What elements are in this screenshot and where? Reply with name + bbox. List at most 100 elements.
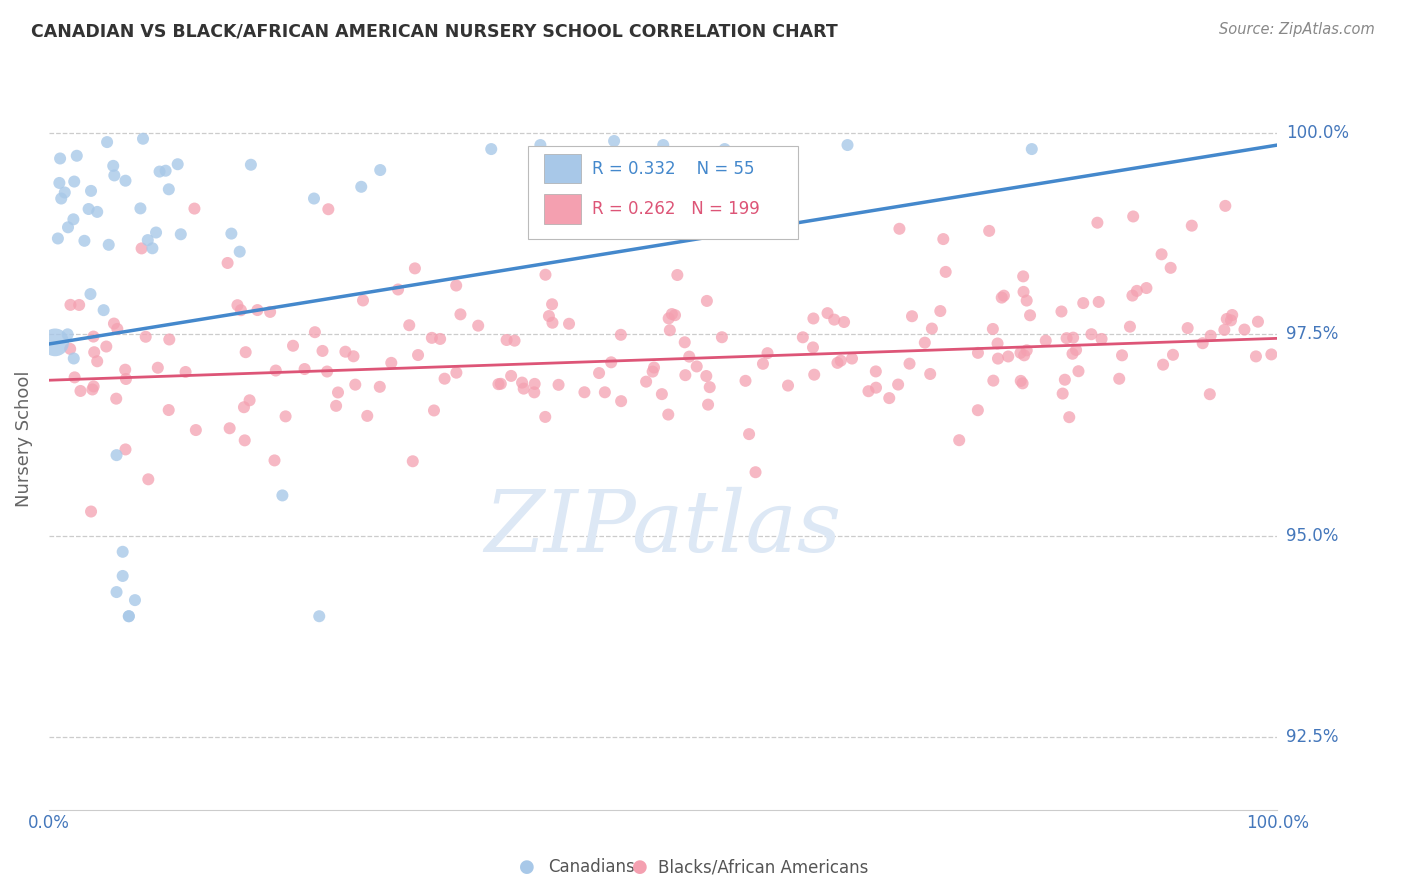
Point bbox=[86, 205, 108, 219]
Point bbox=[1071, 296, 1094, 310]
Point bbox=[398, 318, 420, 333]
Point bbox=[226, 298, 249, 312]
Point bbox=[157, 403, 180, 417]
Point bbox=[356, 409, 378, 423]
Point bbox=[1062, 347, 1084, 361]
Point bbox=[103, 169, 125, 183]
Point bbox=[145, 226, 167, 240]
Point bbox=[264, 363, 287, 377]
Point bbox=[228, 244, 250, 259]
Point bbox=[1121, 288, 1143, 302]
Point bbox=[93, 303, 115, 318]
Point bbox=[1090, 332, 1112, 346]
Point bbox=[118, 609, 141, 624]
Point bbox=[558, 317, 581, 331]
Point bbox=[170, 227, 193, 242]
Point bbox=[103, 317, 125, 331]
Point bbox=[541, 297, 564, 311]
Point bbox=[697, 398, 720, 412]
Point bbox=[603, 134, 626, 148]
Point bbox=[914, 335, 936, 350]
Point bbox=[135, 330, 157, 344]
Point bbox=[1161, 348, 1184, 362]
Point bbox=[865, 364, 887, 378]
Point bbox=[1233, 322, 1256, 336]
Point bbox=[1260, 347, 1282, 361]
Point bbox=[510, 376, 533, 390]
Point bbox=[666, 268, 689, 282]
Point bbox=[96, 339, 118, 353]
Point bbox=[673, 335, 696, 350]
Point bbox=[281, 339, 304, 353]
Point bbox=[404, 261, 426, 276]
Text: Blacks/African Americans: Blacks/African Americans bbox=[658, 858, 869, 876]
Point bbox=[713, 142, 735, 156]
Point bbox=[1198, 387, 1220, 401]
Point bbox=[229, 303, 252, 318]
Point bbox=[111, 569, 134, 583]
Point bbox=[62, 351, 84, 366]
Point bbox=[423, 403, 446, 417]
Point bbox=[948, 433, 970, 447]
Point bbox=[673, 368, 696, 383]
Point bbox=[1015, 343, 1038, 358]
Point bbox=[259, 305, 281, 319]
Point bbox=[433, 372, 456, 386]
Point bbox=[695, 369, 717, 384]
Point bbox=[318, 202, 340, 217]
Point bbox=[184, 423, 207, 437]
Point bbox=[82, 383, 104, 397]
Point bbox=[981, 322, 1004, 336]
Point bbox=[59, 342, 82, 356]
Point bbox=[1244, 350, 1267, 364]
Text: ●: ● bbox=[519, 858, 536, 876]
Text: Source: ZipAtlas.com: Source: ZipAtlas.com bbox=[1219, 22, 1375, 37]
Point bbox=[1122, 210, 1144, 224]
Point bbox=[218, 421, 240, 435]
Point bbox=[990, 291, 1012, 305]
Point bbox=[335, 344, 357, 359]
Point bbox=[830, 353, 852, 368]
Point bbox=[488, 377, 510, 392]
Point bbox=[83, 345, 105, 359]
Point bbox=[935, 265, 957, 279]
Point bbox=[49, 152, 72, 166]
Point bbox=[114, 442, 136, 457]
Point bbox=[1111, 348, 1133, 362]
Point bbox=[678, 350, 700, 364]
Point bbox=[651, 387, 673, 401]
Point bbox=[467, 318, 489, 333]
Point bbox=[696, 293, 718, 308]
Text: R = 0.332    N = 55: R = 0.332 N = 55 bbox=[592, 160, 755, 178]
Text: ZIPatlas: ZIPatlas bbox=[485, 487, 842, 569]
Point bbox=[734, 374, 756, 388]
Point bbox=[1220, 308, 1243, 322]
Point bbox=[1067, 364, 1090, 378]
Point bbox=[792, 330, 814, 344]
Point bbox=[96, 135, 118, 149]
Point bbox=[51, 192, 73, 206]
Point bbox=[641, 365, 664, 379]
Point bbox=[53, 186, 76, 200]
Point bbox=[136, 472, 159, 486]
Point bbox=[1150, 247, 1173, 261]
Point bbox=[136, 233, 159, 247]
Point bbox=[155, 163, 177, 178]
Point bbox=[541, 316, 564, 330]
Point bbox=[129, 202, 152, 216]
Point bbox=[858, 384, 880, 399]
Point bbox=[479, 142, 502, 156]
Point bbox=[901, 310, 924, 324]
Point bbox=[274, 409, 297, 424]
Point bbox=[997, 350, 1019, 364]
Point bbox=[62, 212, 84, 227]
Point bbox=[246, 303, 269, 318]
Point bbox=[817, 306, 839, 320]
Point bbox=[1010, 374, 1032, 388]
Text: ●: ● bbox=[631, 858, 648, 876]
Point bbox=[1052, 386, 1074, 401]
Y-axis label: Nursery School: Nursery School bbox=[15, 371, 32, 508]
Point bbox=[501, 368, 523, 383]
Point bbox=[1010, 346, 1032, 360]
Point bbox=[547, 377, 569, 392]
